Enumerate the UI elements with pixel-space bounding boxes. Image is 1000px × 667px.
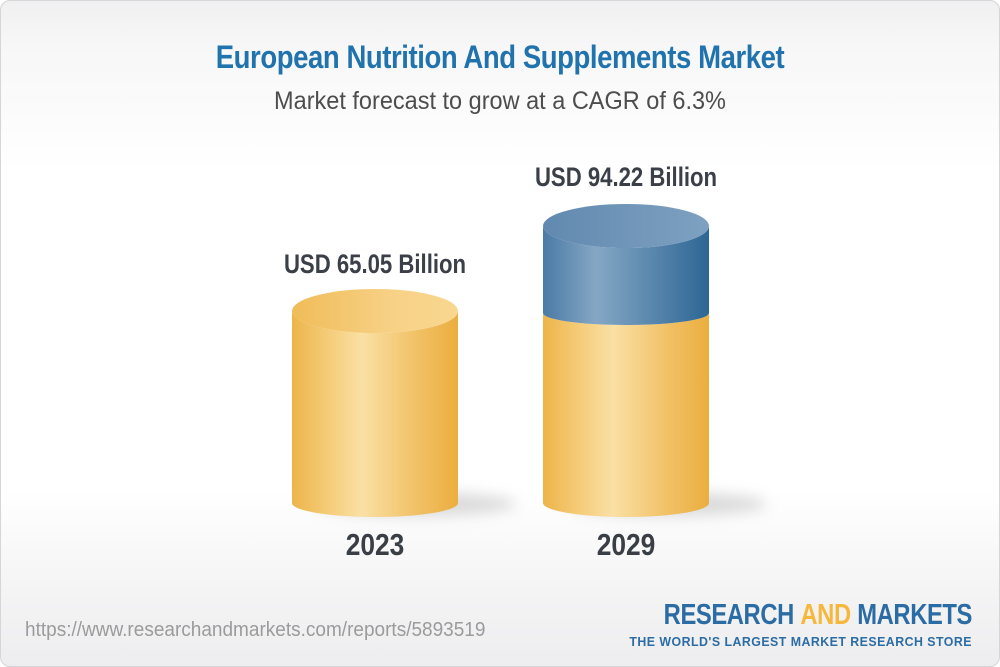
value-label-2029: USD 94.22 Billion	[534, 162, 718, 192]
year-label-2023: 2023	[345, 527, 405, 562]
value-label-2023: USD 65.05 Billion	[283, 249, 467, 279]
logo-word-markets: MARKETS	[857, 599, 972, 631]
cylinder-2029-base-segment	[543, 313, 709, 517]
cylinder-2029-growth-segment	[543, 226, 709, 325]
page-subtitle: Market forecast to grow at a CAGR of 6.3…	[274, 87, 726, 115]
cylinder-2023-cap	[292, 289, 458, 333]
brand-logo-wordmark: RESEARCH AND MARKETS	[663, 599, 973, 632]
brand-logo: RESEARCH AND MARKETS THE WORLD'S LARGEST M…	[596, 599, 972, 649]
year-label-2029: 2029	[596, 527, 656, 562]
cylinder-2023-body	[292, 311, 458, 517]
report-url: https://www.researchandmarkets.com/repor…	[25, 619, 486, 641]
brand-logo-tagline: THE WORLD'S LARGEST MARKET RESEARCH STOR…	[629, 634, 972, 649]
cylinder-2029	[543, 204, 709, 517]
page-title: European Nutrition And Supplements Marke…	[215, 39, 785, 75]
cylinder-2023	[292, 289, 458, 517]
cylinder-2029-cap	[543, 204, 709, 248]
logo-word-research: RESEARCH	[663, 599, 795, 631]
logo-word-and: AND	[800, 599, 851, 631]
